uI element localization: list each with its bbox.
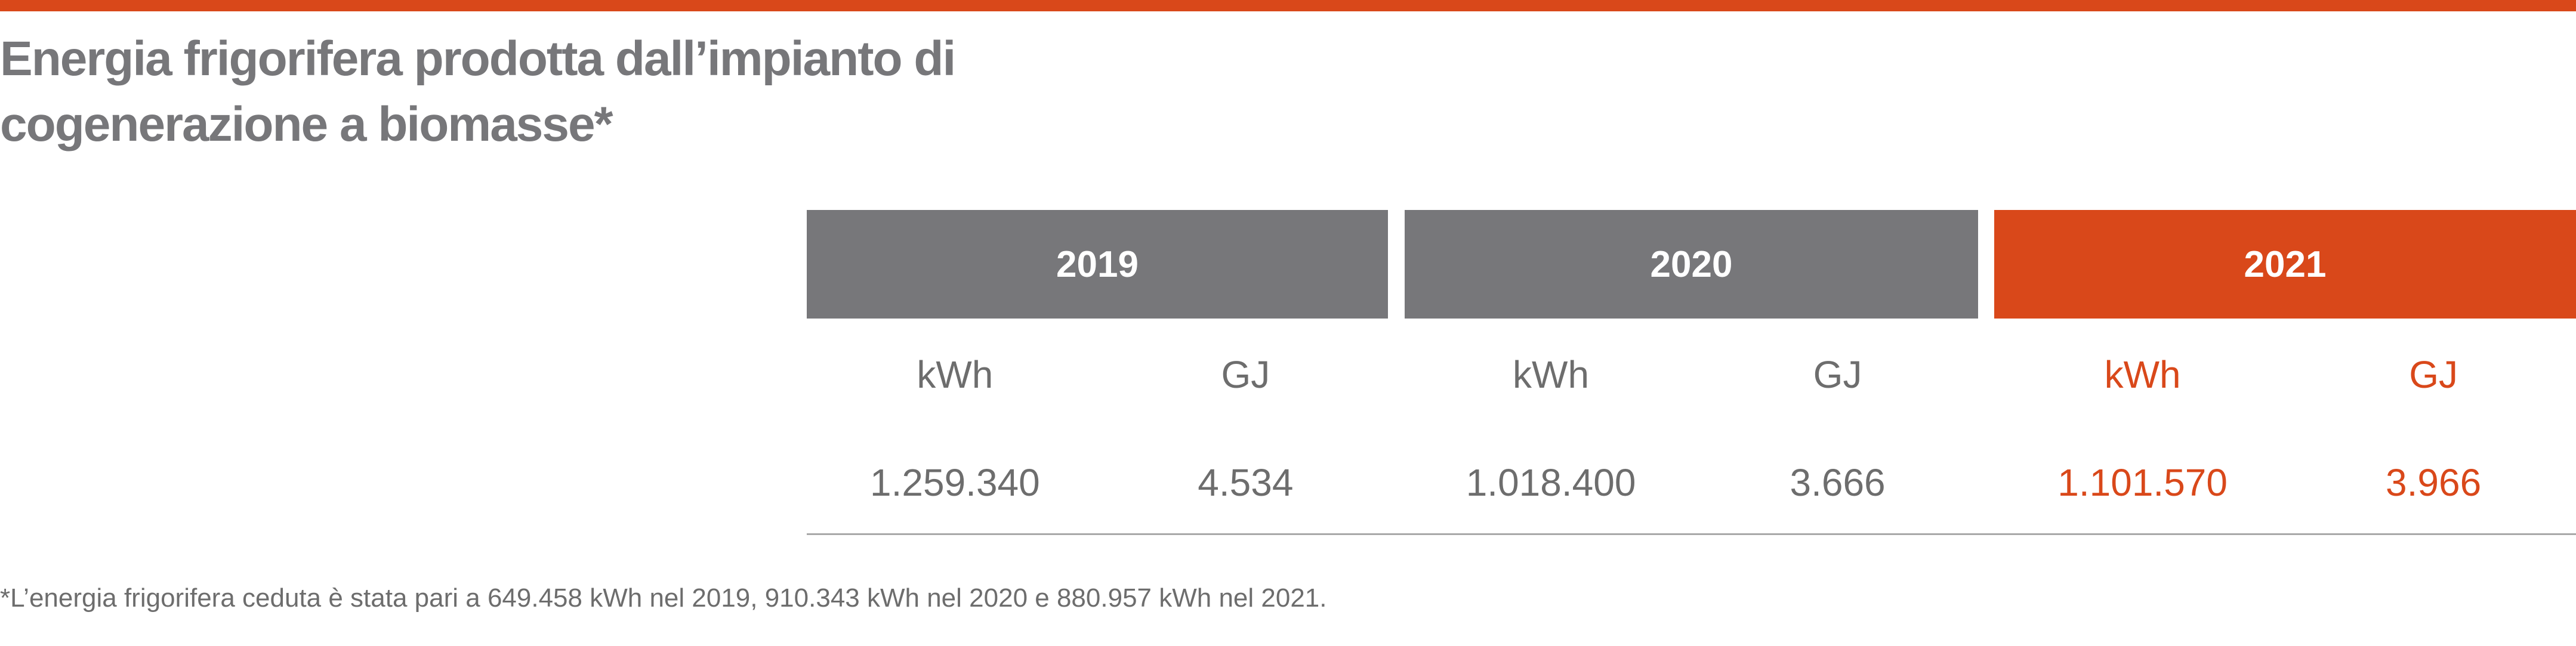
- unit-label: GJ: [1813, 353, 1862, 396]
- column-header: 2020: [1405, 210, 1978, 319]
- value-cell: 4.534: [1198, 461, 1294, 504]
- value-cell: 1.018.400: [1466, 461, 1636, 504]
- unit-label: kWh: [917, 353, 994, 396]
- title: cogenerazione a biomasse*: [0, 97, 613, 152]
- value-cell: 1.259.340: [870, 461, 1040, 504]
- top-bar: [0, 0, 2576, 11]
- value-cell: 3.666: [1790, 461, 1886, 504]
- unit-label: GJ: [2409, 353, 2458, 396]
- column-header: 2021: [1994, 210, 2576, 319]
- value-cell: 1.101.570: [2057, 461, 2228, 504]
- column-header: 2019: [807, 210, 1388, 319]
- unit-label: GJ: [1221, 353, 1270, 396]
- footnote: *L’energia frigorifera ceduta è stata pa…: [0, 583, 1327, 613]
- unit-label: kWh: [1513, 353, 1590, 396]
- table-rule: [807, 533, 2576, 535]
- title: Energia frigorifera prodotta dall’impian…: [0, 32, 956, 86]
- unit-label: kWh: [2104, 353, 2181, 396]
- value-cell: 3.966: [2386, 461, 2482, 504]
